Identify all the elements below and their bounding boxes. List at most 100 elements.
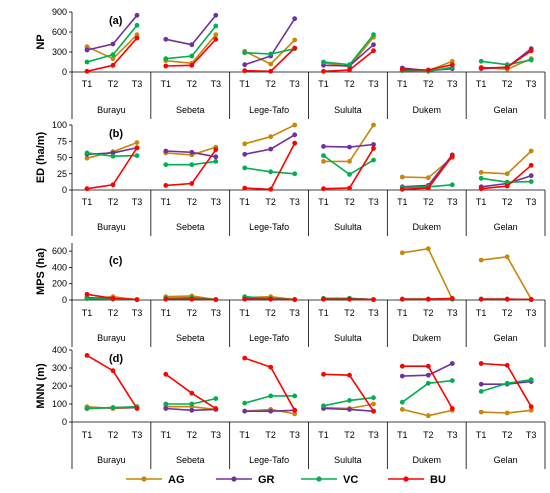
data-point-vc bbox=[163, 401, 169, 407]
data-point-bu bbox=[425, 296, 431, 302]
series-line-ag bbox=[165, 34, 217, 65]
data-point-vc bbox=[449, 182, 455, 188]
site-label: Sebeta bbox=[176, 105, 205, 115]
x-tick-label: T2 bbox=[187, 308, 198, 318]
data-point-bu bbox=[504, 362, 510, 368]
data-point-bu bbox=[189, 296, 195, 302]
site-label: Lege-Tafo bbox=[249, 222, 289, 232]
site-label: Gelan bbox=[494, 455, 518, 465]
data-point-bu bbox=[213, 406, 219, 411]
data-point-bu bbox=[528, 404, 534, 410]
x-tick-label: T2 bbox=[265, 308, 276, 318]
data-point-bu bbox=[110, 368, 116, 374]
x-tick-label: T2 bbox=[423, 197, 434, 207]
x-tick-label: T2 bbox=[502, 79, 513, 89]
data-point-bu bbox=[504, 64, 510, 70]
data-point-bu bbox=[347, 296, 352, 302]
data-point-ag bbox=[110, 56, 116, 62]
data-point-bu bbox=[268, 296, 274, 302]
data-point-vc bbox=[163, 162, 169, 168]
x-tick-label: T3 bbox=[132, 79, 143, 89]
x-tick-label: T3 bbox=[289, 79, 300, 89]
data-point-vc bbox=[84, 406, 90, 411]
series-line-ag bbox=[481, 150, 532, 175]
data-point-bu bbox=[134, 145, 140, 151]
data-point-bu bbox=[504, 296, 510, 302]
x-tick-label: T2 bbox=[108, 197, 119, 207]
data-point-ag bbox=[449, 58, 455, 64]
data-point-gr bbox=[189, 42, 195, 48]
data-point-ag bbox=[425, 175, 431, 181]
data-point-bu bbox=[268, 364, 274, 370]
data-point-ag bbox=[213, 32, 219, 38]
x-tick-label: T2 bbox=[187, 197, 198, 207]
x-tick-label: T1 bbox=[239, 79, 250, 89]
y-axis-title: ED (ha/m) bbox=[35, 131, 47, 183]
x-tick-label: T2 bbox=[423, 79, 434, 89]
data-point-vc bbox=[110, 405, 116, 410]
x-tick-label: T2 bbox=[265, 79, 276, 89]
x-tick-label: T2 bbox=[344, 79, 355, 89]
data-point-vc bbox=[189, 162, 195, 168]
series-line-ag bbox=[402, 156, 453, 179]
x-tick-label: T2 bbox=[108, 308, 119, 318]
y-tick-label: 75 bbox=[57, 136, 67, 146]
x-tick-label: T3 bbox=[211, 308, 222, 318]
x-tick-label: T2 bbox=[344, 308, 355, 318]
data-point-vc bbox=[371, 32, 376, 38]
x-tick-label: T1 bbox=[476, 197, 487, 207]
legend-marker-ag bbox=[141, 476, 147, 482]
x-tick-label: T1 bbox=[397, 308, 408, 318]
legend-label-gr: GR bbox=[258, 474, 275, 486]
data-point-vc bbox=[84, 150, 90, 156]
data-point-gr bbox=[449, 361, 455, 366]
data-point-gr bbox=[371, 142, 376, 147]
panel-3: 0 200 400 600 MPS (ha) (c) T1 T2 T3 Burayu T1 T2 T3 S… bbox=[35, 243, 546, 347]
legend-label-vc: VC bbox=[343, 474, 358, 486]
data-point-vc bbox=[504, 179, 510, 185]
data-point-bu bbox=[163, 183, 169, 188]
site-label: Burayu bbox=[97, 222, 126, 232]
series-line-bu bbox=[323, 147, 375, 190]
data-point-vc bbox=[371, 395, 376, 401]
site-label: Sebeta bbox=[176, 455, 205, 465]
site-label: Sebeta bbox=[176, 222, 205, 232]
panel-label: (c) bbox=[109, 255, 123, 267]
data-point-bu bbox=[292, 407, 298, 413]
data-point-vc bbox=[134, 22, 140, 28]
site-label: Sululta bbox=[334, 333, 362, 343]
data-point-bu bbox=[347, 372, 352, 378]
data-point-bu bbox=[292, 140, 298, 146]
data-point-vc bbox=[268, 169, 274, 175]
data-point-ag bbox=[292, 122, 298, 128]
y-axis-title: MNN (m) bbox=[35, 363, 47, 409]
data-point-ag bbox=[504, 171, 510, 177]
data-point-bu bbox=[449, 406, 455, 411]
x-tick-label: T2 bbox=[108, 79, 119, 89]
data-point-gr bbox=[321, 144, 326, 149]
data-point-bu bbox=[347, 185, 352, 191]
series-line-ag bbox=[402, 247, 454, 300]
data-point-ag bbox=[268, 134, 274, 140]
x-tick-label: T2 bbox=[502, 197, 513, 207]
y-tick-label: 200 bbox=[52, 381, 67, 391]
data-point-vc bbox=[242, 400, 248, 406]
y-tick-label: 200 bbox=[52, 279, 67, 289]
data-point-bu bbox=[242, 355, 248, 361]
data-point-bu bbox=[242, 296, 248, 302]
site-label: Dukem bbox=[412, 455, 441, 465]
x-tick-label: T2 bbox=[187, 430, 198, 440]
legend-marker-bu bbox=[403, 476, 409, 482]
site-label: Dukem bbox=[412, 222, 441, 232]
x-tick-label: T3 bbox=[132, 430, 143, 440]
legend: AG GR VC BU bbox=[126, 474, 446, 486]
data-point-vc bbox=[268, 393, 274, 399]
data-point-vc bbox=[268, 51, 274, 57]
data-point-vc bbox=[321, 59, 326, 65]
site-label: Sululta bbox=[334, 105, 362, 115]
data-point-vc bbox=[189, 53, 195, 59]
data-point-ag bbox=[504, 410, 510, 416]
data-point-gr bbox=[242, 151, 248, 157]
x-tick-label: T2 bbox=[502, 430, 513, 440]
data-point-vc bbox=[528, 57, 534, 63]
